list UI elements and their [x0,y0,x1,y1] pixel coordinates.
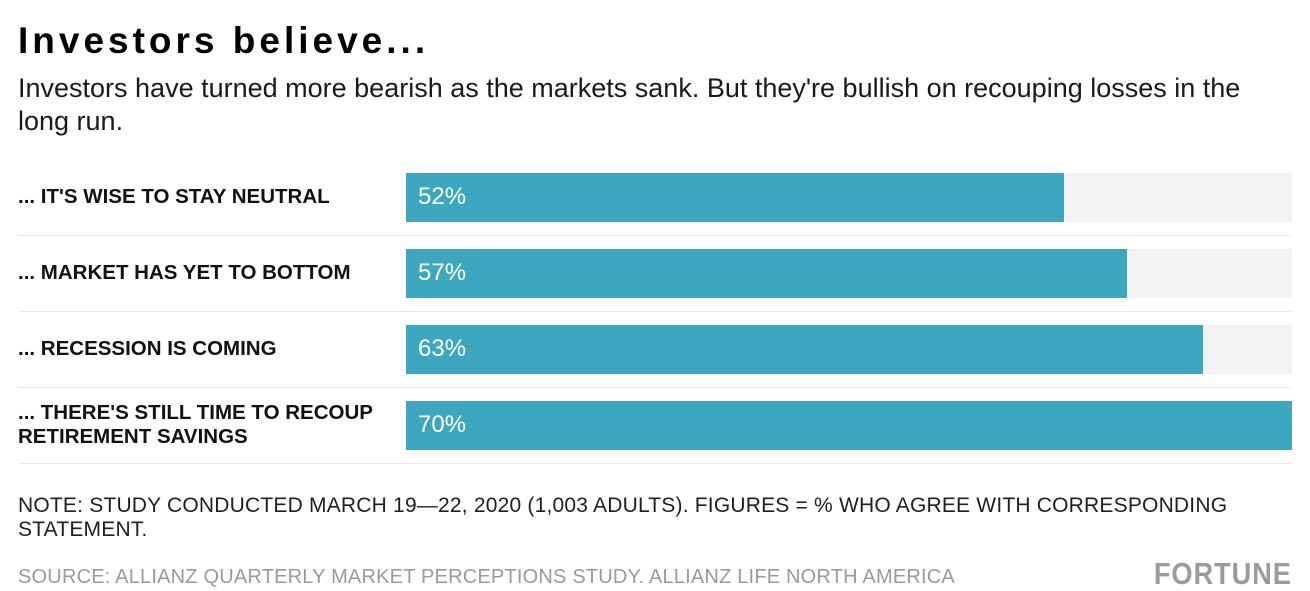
bar-track: 63% [406,324,1292,374]
chart-footer: SOURCE: ALLIANZ QUARTERLY MARKET PERCEPT… [18,558,1292,589]
bar-value-label: 52% [418,183,467,211]
bar-category-label: ... THERE'S STILL TIME TO RECOUP RETIREM… [18,400,373,449]
bar: 57% [406,248,1128,298]
bar-chart: ... IT'S WISE TO STAY NEUTRAL 52% ... MARK… [18,160,1292,465]
bar-track: 70% [406,400,1292,450]
chart-subtitle: Investors have turned more bearish as th… [18,73,1241,136]
chart-row: ... THERE'S STILL TIME TO RECOUP RETIREM… [18,388,1292,465]
chart-rows: ... IT'S WISE TO STAY NEUTRAL 52% ... MARK… [18,160,1292,465]
page-title: Investors believe... [18,20,430,61]
bar-value-label: 63% [418,335,467,363]
bar: 52% [406,172,1065,222]
bar-value-label: 70% [418,411,467,439]
chart-note: NOTE: STUDY CONDUCTED MARCH 19—22, 2020 … [18,494,1228,542]
fortune-logo: FORTUNE [1153,556,1292,591]
chart-row: ... IT'S WISE TO STAY NEUTRAL 52% [18,160,1292,236]
bar-category-label: ... RECESSION IS COMING [18,337,277,361]
chart-row: ... MARKET HAS YET TO BOTTOM 57% [18,236,1292,312]
bar: 70% [406,400,1292,450]
bar-track: 52% [406,172,1292,222]
bar-track: 57% [406,248,1292,298]
bar-category-label: ... IT'S WISE TO STAY NEUTRAL [18,185,330,209]
bar-category-label: ... MARKET HAS YET TO BOTTOM [18,261,351,285]
chart-source: SOURCE: ALLIANZ QUARTERLY MARKET PERCEPT… [18,566,955,589]
bar: 63% [406,324,1204,374]
chart-row: ... RECESSION IS COMING 63% [18,312,1292,388]
bar-value-label: 57% [418,259,467,287]
